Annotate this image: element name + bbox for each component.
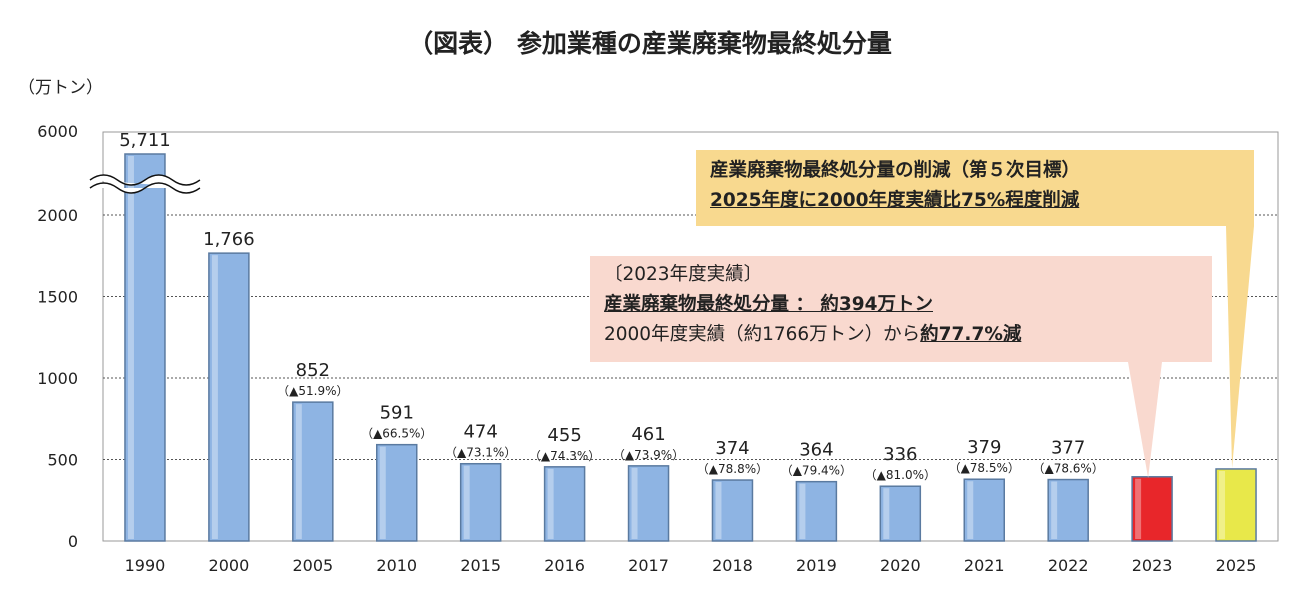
y-tick-label: 0 — [68, 532, 78, 551]
plot-frame — [102, 131, 1279, 542]
x-tick-label: 2019 — [796, 556, 837, 575]
data-label: 364 — [799, 440, 833, 461]
target-callout-line2: 2025年度に2000年度実績比75%程度削減 — [710, 190, 1080, 211]
target-callout: 産業廃棄物最終処分量の削減（第５次目標） 2025年度に2000年度実績比75%… — [696, 150, 1254, 226]
bar-highlight — [1219, 470, 1226, 539]
axis-break-line — [89, 182, 201, 194]
bar-highlight — [295, 404, 302, 539]
bar-highlight — [379, 446, 386, 539]
y-tick-label: 2000 — [37, 206, 78, 225]
bar-highlight — [799, 483, 806, 539]
reduction-label: （▲78.6%） — [1032, 462, 1103, 476]
result-callout-line3-prefix: 2000年度実績（約1766万トン）から — [604, 324, 921, 345]
x-tick-label: 2010 — [376, 556, 417, 575]
reduction-label: （▲73.1%） — [445, 446, 516, 460]
bar-2020 — [879, 485, 922, 542]
bar-highlight — [463, 465, 470, 539]
x-tick-label: 1990 — [125, 556, 166, 575]
x-tick-label: 2015 — [460, 556, 501, 575]
bar-2017 — [627, 465, 670, 542]
reduction-label: （▲81.0%） — [865, 468, 936, 482]
y-axis-unit-label: （万トン） — [18, 78, 103, 98]
result-callout-line3: 2000年度実績（約1766万トン）から約77.7%減 — [604, 320, 1202, 350]
x-tick-label: 2023 — [1132, 556, 1173, 575]
target-callout-line1: 産業廃棄物最終処分量の削減（第５次目標） — [710, 160, 1081, 181]
bar-2025 — [1215, 468, 1257, 542]
bar-highlight — [631, 467, 638, 539]
bar-highlight — [715, 482, 722, 539]
bar-2000 — [208, 252, 250, 542]
bar-2018 — [711, 479, 754, 542]
data-label: 474 — [463, 422, 497, 443]
reduction-label: （▲66.5%） — [361, 427, 432, 441]
y-tick-label: 6000 — [37, 122, 78, 141]
bar-2021 — [963, 478, 1005, 542]
axis-break-fill — [89, 175, 200, 193]
target-callout-pointer — [1226, 226, 1254, 468]
y-tick-label: 500 — [47, 451, 78, 470]
bar-2023 — [1131, 476, 1173, 542]
bar-2016 — [543, 466, 586, 542]
bar-highlight — [967, 481, 974, 539]
chart-title: （図表） 参加業種の産業廃棄物最終処分量 — [408, 29, 892, 58]
reduction-label: （▲78.5%） — [949, 461, 1020, 475]
bar-highlight — [883, 488, 890, 539]
bar-2010 — [376, 443, 418, 542]
x-tick-label: 2021 — [964, 556, 1005, 575]
y-tick-label: 1500 — [37, 288, 78, 307]
x-tick-label: 2025 — [1216, 556, 1257, 575]
result-callout-pointer — [1128, 362, 1162, 478]
reduction-label: （▲51.9%） — [277, 384, 348, 398]
reduction-label: （▲78.8%） — [697, 462, 768, 476]
x-tick-label: 2016 — [544, 556, 585, 575]
data-label: 374 — [715, 438, 749, 459]
x-tick-label: 2022 — [1048, 556, 1089, 575]
data-label: 336 — [883, 444, 917, 465]
data-label: 455 — [547, 425, 581, 446]
axis-break-line — [89, 174, 201, 186]
bar-highlight — [1051, 481, 1058, 539]
bar-highlight — [211, 255, 218, 539]
result-callout: 〔2023年度実績〕 産業廃棄物最終処分量 ： 約394万トン 2000年度実績… — [590, 256, 1212, 362]
data-label: 591 — [380, 403, 414, 424]
bar-2015 — [459, 462, 502, 542]
bar-2005 — [292, 401, 334, 542]
bar-2019 — [795, 480, 838, 542]
reduction-label: （▲73.9%） — [613, 448, 684, 462]
plot-area: 0 500 1000 1500 2000 6000 1990 5,711 2000 1,766 20… — [37, 122, 1279, 575]
x-tick-label: 2018 — [712, 556, 753, 575]
data-label: 1,766 — [203, 229, 255, 250]
bar-highlight — [547, 468, 554, 539]
bar-highlight — [1135, 478, 1142, 539]
x-tick-label: 2017 — [628, 556, 669, 575]
bar-1990 — [124, 153, 166, 542]
y-tick-label: 1000 — [37, 369, 78, 388]
data-label: 377 — [1051, 438, 1085, 459]
bar-2022 — [1047, 478, 1089, 542]
data-label: 5,711 — [119, 130, 171, 151]
x-tick-label: 2005 — [292, 556, 333, 575]
x-tick-label: 2000 — [209, 556, 250, 575]
data-label: 379 — [967, 437, 1001, 458]
result-callout-line2: 産業廃棄物最終処分量 ： 約394万トン — [604, 294, 933, 315]
data-label: 852 — [296, 360, 330, 381]
result-callout-line3-bold: 約77.7%減 — [920, 324, 1022, 345]
x-tick-label: 2020 — [880, 556, 921, 575]
reduction-label: （▲79.4%） — [781, 464, 852, 478]
reduction-label: （▲74.3%） — [529, 449, 600, 463]
bar-highlight — [127, 156, 134, 539]
data-label: 461 — [631, 424, 665, 445]
result-callout-line1: 〔2023年度実績〕 — [604, 264, 763, 285]
